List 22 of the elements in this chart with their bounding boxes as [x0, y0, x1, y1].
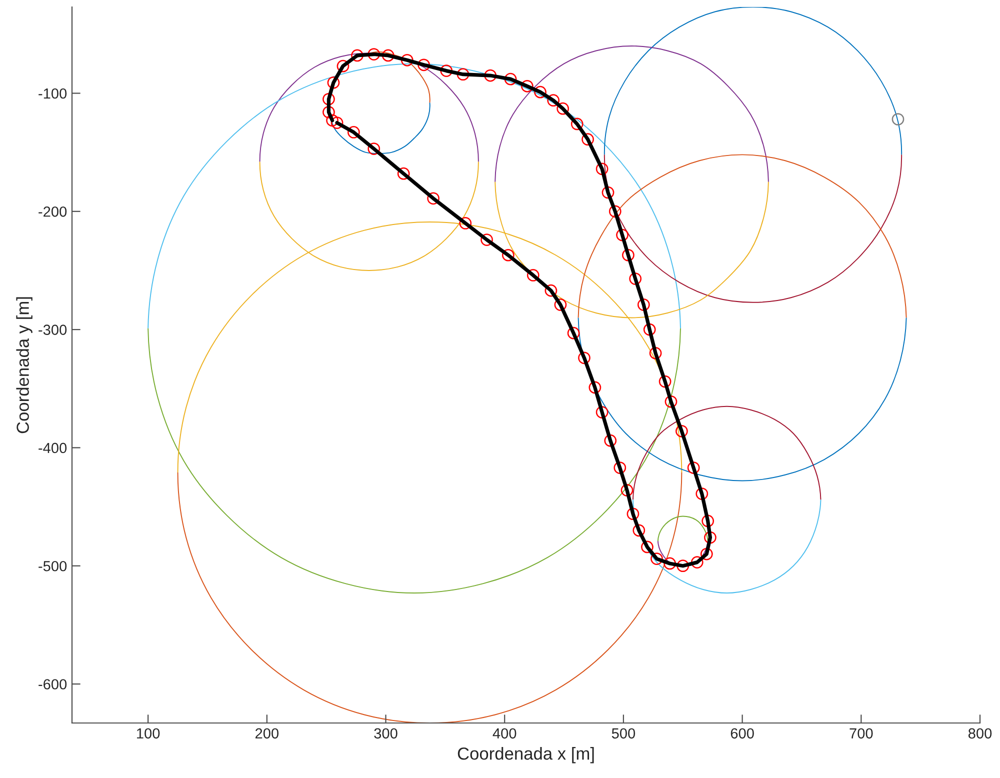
- x-tick-label: 400: [492, 728, 516, 739]
- x-tick-label: 500: [612, 728, 636, 739]
- y-tick-label: -500: [38, 560, 67, 572]
- line-series: [177, 472, 682, 723]
- y-tick-label: -400: [38, 442, 67, 454]
- line-series: [494, 46, 769, 182]
- x-tick-label: 800: [968, 728, 992, 739]
- line-series: [148, 328, 681, 594]
- y-tick-label: -200: [38, 206, 67, 217]
- line-series: [578, 317, 907, 482]
- x-tick-label: 300: [374, 728, 398, 739]
- y-tick-label: -300: [38, 324, 67, 335]
- x-tick-label: 700: [850, 728, 873, 739]
- x-tick-label: 200: [255, 728, 279, 739]
- line-series: [578, 154, 907, 318]
- x-tick-label: 600: [730, 728, 754, 739]
- y-tick-label: -600: [38, 679, 67, 690]
- x-tick-label: 100: [137, 728, 160, 739]
- y-axis-title: Coordenada y [m]: [16, 297, 32, 434]
- y-tick-label: -100: [38, 88, 67, 99]
- x-axis-title: Coordenada x [m]: [458, 747, 594, 764]
- line-series: [632, 406, 822, 500]
